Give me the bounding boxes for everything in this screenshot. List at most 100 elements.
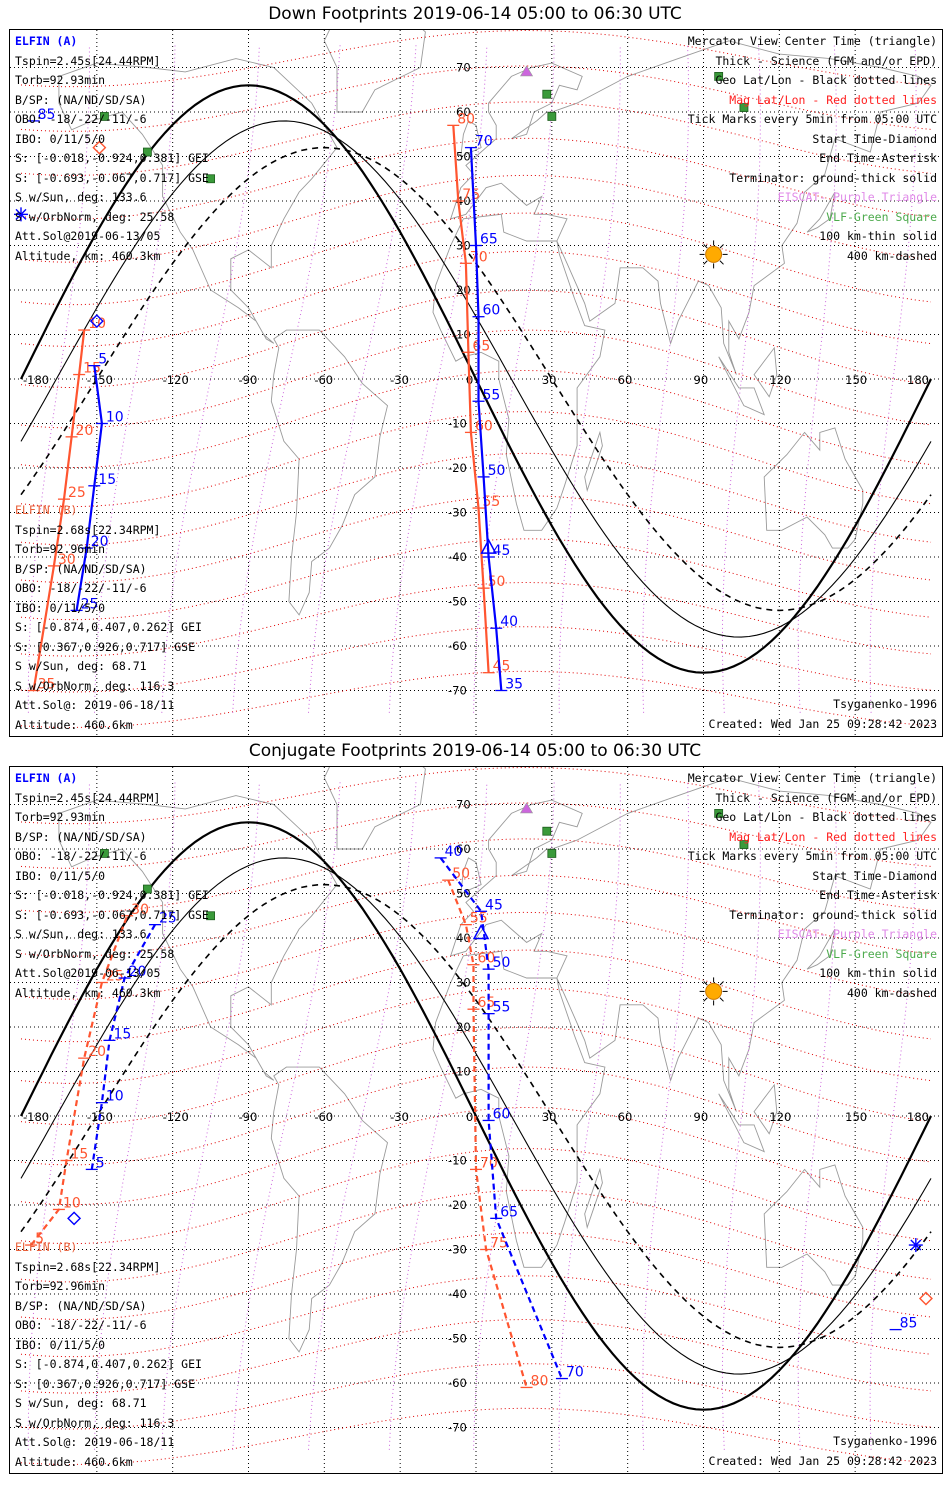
longitude-tick-label: 150 (845, 373, 867, 387)
longitude-tick-label: -180 (23, 1110, 49, 1124)
elfin-a-line: S w/OrbNorm, deg: 25.58 (15, 209, 175, 224)
longitude-tick-label: -90 (239, 1110, 258, 1124)
elfin-b-tick-label: 55 (483, 494, 501, 510)
landmass-outline (58, 58, 338, 344)
map-panel-down: -180 -150 -120 -90 -60 -30 0 30 60 90 120 150 180 70 6… (9, 29, 943, 737)
elfin-b-tick-label: 30 (131, 902, 149, 918)
latitude-tick-label: -60 (448, 639, 467, 653)
elfin-a-tick-label: 15 (98, 472, 116, 488)
legend-terminator: Terminator: ground-thick solid (729, 907, 937, 922)
sun-ray (719, 244, 724, 249)
panel-title-down: Down Footprints 2019-06-14 05:00 to 06:3… (268, 4, 682, 24)
legend-science: Thick - Science (FGM and/or EPD) (715, 53, 937, 68)
landmass-outline (460, 120, 482, 158)
mag-latitude-line (20, 1232, 932, 1321)
elfin-a-start-diamond (89, 314, 104, 329)
created-label: Created: Wed Jan 25 09:28:42 2023 (708, 717, 937, 731)
mag-latitude-line (20, 1363, 932, 1430)
elfin-a-path (469, 147, 503, 691)
latitude-tick-label: -50 (448, 595, 467, 609)
elfin-a-end-asterisk (14, 207, 28, 222)
landmass-outline (323, 767, 426, 850)
longitude-tick-label: -150 (87, 373, 113, 387)
elfin-a-tick-label: 50 (493, 955, 511, 971)
vlf-square (206, 174, 215, 184)
elfin-b-line: Att.Sol@: 2019-06-18/11 (15, 698, 175, 712)
longitude-tick-label: -60 (314, 373, 333, 387)
mag-latitude-line (20, 1407, 932, 1466)
elfin-a-line: Altitude, km: 460.3km (15, 985, 161, 1000)
elfin-a-tick-label: 60 (483, 303, 501, 319)
mag-latitude-line (20, 626, 932, 693)
latitude-tick-label: -20 (448, 461, 467, 475)
sun-ray (719, 260, 724, 265)
mag-latitude-line (20, 1026, 932, 1126)
elfin-b-tick-label: 80 (457, 111, 475, 127)
sun-icon (699, 240, 728, 269)
elfin-a-line: Att.Sol@2019-06-13/05 (15, 229, 161, 243)
mag-latitude-line (20, 767, 932, 825)
mag-meridian-line (94, 782, 176, 1450)
longitude-tick-label: -30 (390, 1110, 409, 1124)
elfin-b-line: Altitude: 460.6km (15, 717, 133, 732)
landmass-outline (323, 30, 426, 113)
elfin-b-line: OBO: -18/-22/-11/-6 (15, 1318, 147, 1332)
elfin-a-line: OBO: -18/-22/-11/-6 (15, 849, 147, 863)
landmass-outline (718, 356, 765, 416)
elfin-a-tick-label: 15 (113, 1026, 131, 1042)
elfin-a-line: S: [-0.018,-0.924,0.381] GEI (15, 151, 209, 165)
mag-meridian-line (473, 782, 555, 1450)
elfin-a-line: S w/OrbNorm, deg: 25.58 (15, 946, 175, 961)
elfin-b-tick-label: 10 (63, 1195, 81, 1211)
elfin-a-line: B/SP: (NA/ND/SD/SA) (15, 829, 147, 844)
elfin-b-tick-label: 10 (88, 316, 106, 332)
latitude-tick-label: 20 (456, 1020, 471, 1034)
model-label: Tsyganenko-1996 (833, 1434, 937, 1448)
elfin-b-tick-label: 25 (106, 969, 124, 985)
elfin-b-info: ELFIN (B) Tspin=2.68s[22.34RPM] Torb=92.… (15, 1238, 202, 1472)
elfin-a-tick-label: 45 (493, 543, 511, 559)
elfin-a-line: Tspin=2.45s[24.44RPM] (15, 53, 161, 68)
elfin-b-tick-label: 75 (490, 1236, 508, 1252)
elfin-b-line: S: [0.367,0.926,0.717] GSE (15, 639, 196, 654)
map-legend: Mercator View Center Time (triangle) Thi… (688, 769, 937, 1003)
elfin-b-tick-label: 70 (480, 1155, 498, 1171)
latitude-tick-label: 50 (456, 887, 471, 901)
latitude-tick-label: -10 (448, 417, 467, 431)
elfin-b-line: S w/OrbNorm, deg: 116.3 (15, 678, 175, 693)
legend-view: Mercator View Center Time (triangle) (687, 771, 937, 785)
elfin-a-line: IBO: 0/11/5/0 (15, 131, 106, 146)
elfin-a-tick-label: 70 (475, 134, 493, 150)
mag-latitude-line (20, 670, 932, 729)
elfin-a-tick-label: 10 (106, 410, 124, 426)
longitude-tick-label: 120 (769, 373, 791, 387)
terminator-100km (20, 857, 932, 1375)
mag-meridian-line (642, 782, 690, 1450)
elfin-a-tick-label: 40 (500, 614, 518, 630)
elfin-a-info: ELFIN (A) Tspin=2.45s[24.44RPM] Torb=92.… (15, 32, 209, 266)
latitude-tick-label: -50 (448, 1332, 467, 1346)
elfin-b-tick-label: 60 (475, 418, 493, 434)
mag-meridian-line (94, 45, 176, 713)
latitude-tick-label: 50 (456, 150, 471, 164)
longitude-tick-label: 180 (907, 373, 929, 387)
elfin-a-tick-label: 85 (900, 1316, 918, 1332)
legend-vlf: VLF-Green Square (826, 946, 937, 961)
elfin-b-tick-label: 35 (38, 677, 56, 693)
legend-400km: 400 km-dashed (846, 985, 937, 1000)
elfin-a-tick-label: 55 (483, 387, 501, 403)
longitude-tick-label: -120 (163, 373, 189, 387)
elfin-a-tick-label: 65 (480, 232, 498, 248)
elfin-b-line: S: [-0.874,0.407,0.262] GEI (15, 620, 202, 634)
elfin-a-name: ELFIN (A) (15, 34, 78, 48)
landmass-outline (763, 427, 864, 549)
center-time-triangle (480, 538, 497, 554)
latitude-tick-label: -20 (448, 1198, 467, 1212)
map-legend: Mercator View Center Time (triangle) Thi… (688, 32, 937, 266)
latitude-tick-label: 10 (456, 1065, 471, 1079)
latitude-tick-label: -40 (448, 1287, 467, 1301)
latitude-tick-label: -60 (448, 1376, 467, 1390)
sun-disc (705, 982, 723, 1000)
elfin-b-line: B/SP: (NA/ND/SD/SA) (15, 561, 147, 576)
